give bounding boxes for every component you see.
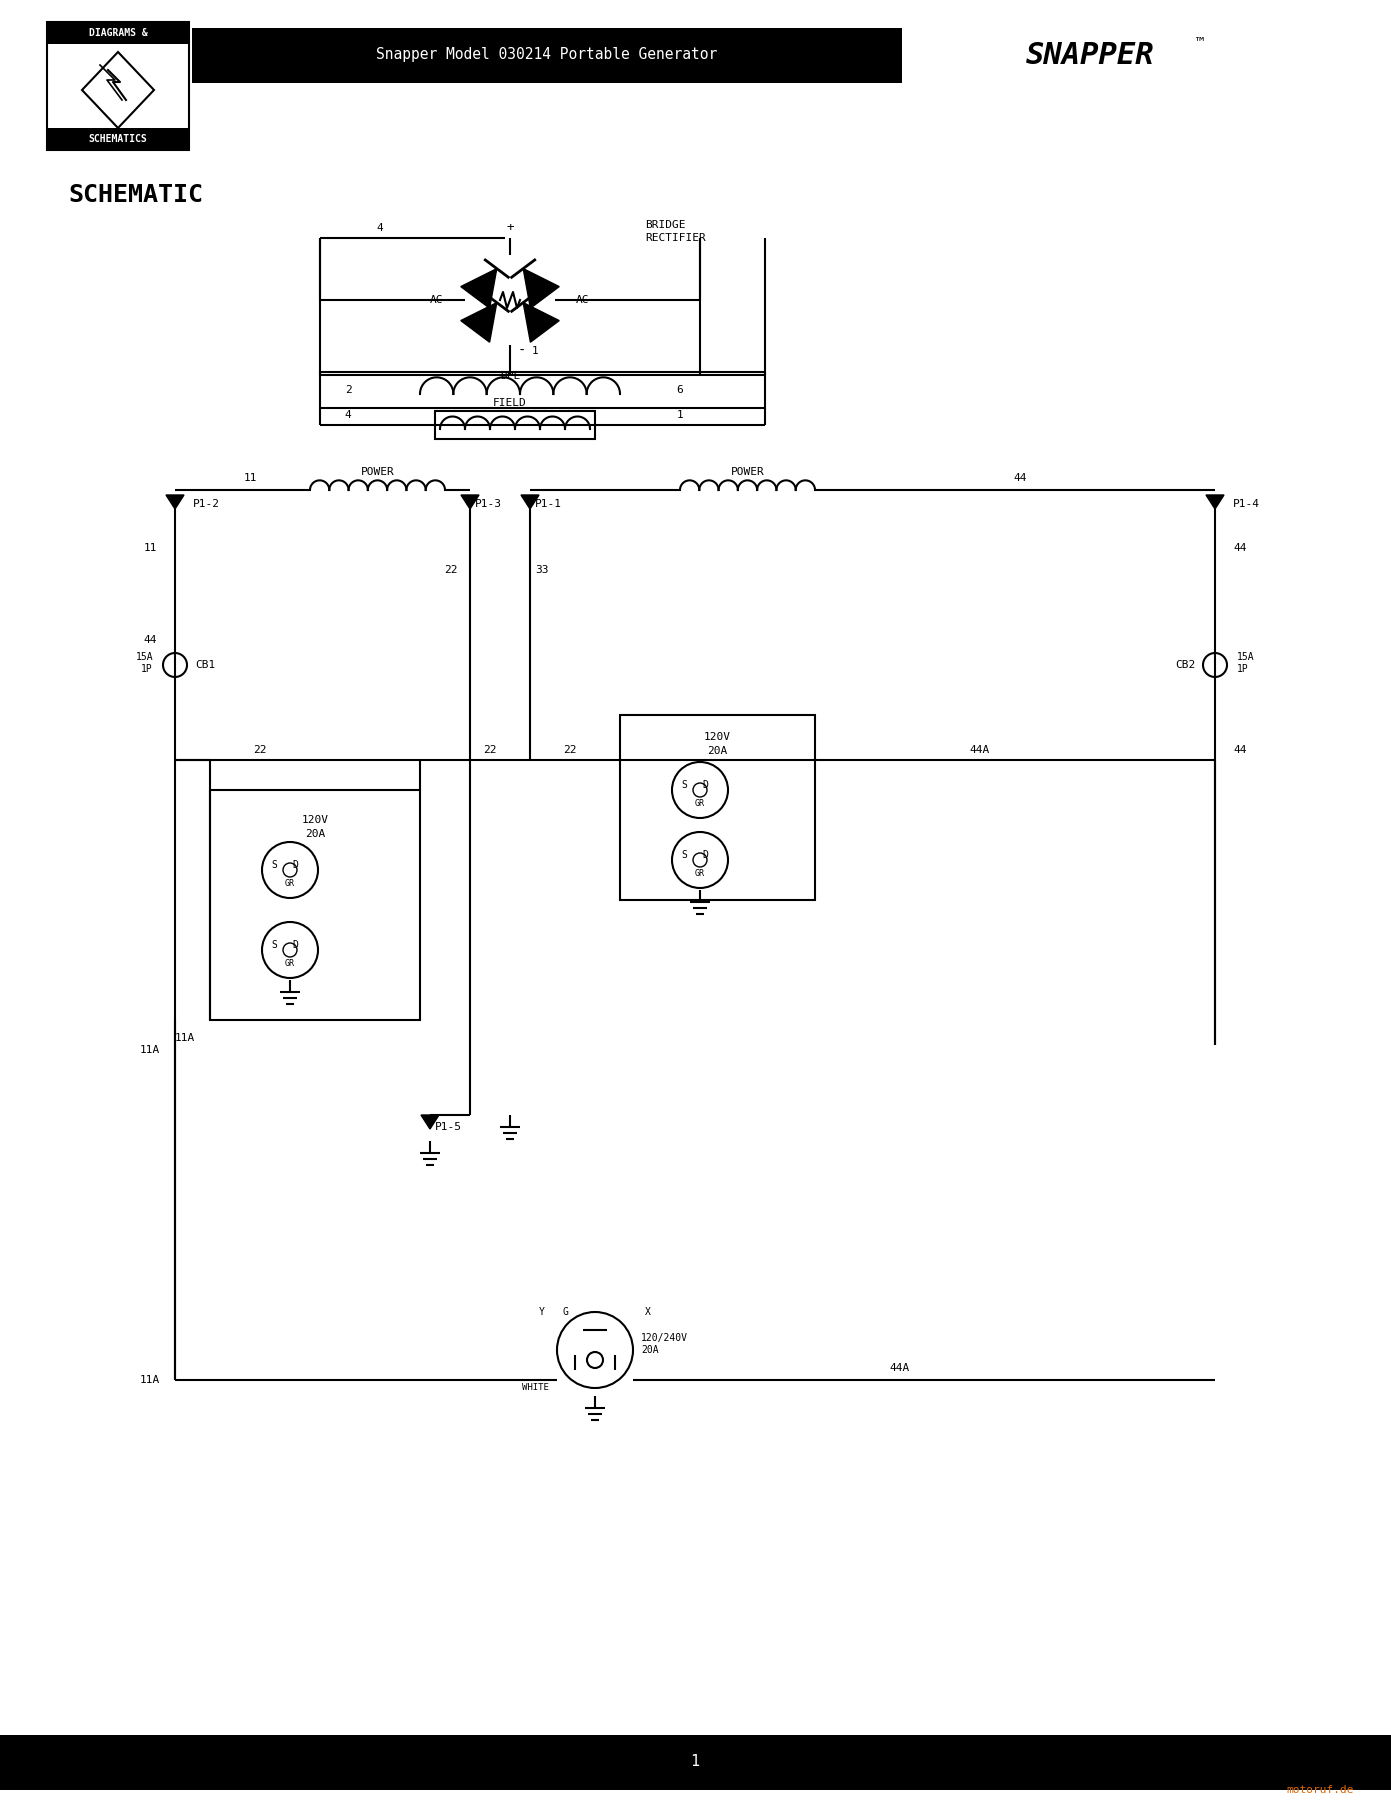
Text: CB1: CB1 <box>195 661 216 670</box>
Text: DPE: DPE <box>499 371 520 382</box>
Text: GR: GR <box>696 869 705 878</box>
Text: ™: ™ <box>1196 34 1205 49</box>
Text: SNAPPER: SNAPPER <box>1025 40 1155 70</box>
Text: D: D <box>702 779 708 790</box>
Text: FIELD: FIELD <box>494 398 527 409</box>
Text: 4: 4 <box>345 410 352 419</box>
Text: GR: GR <box>696 799 705 808</box>
Bar <box>192 29 901 83</box>
Polygon shape <box>460 495 479 509</box>
Text: SCHEMATIC: SCHEMATIC <box>68 184 203 207</box>
Text: 44: 44 <box>1232 544 1246 553</box>
Text: D: D <box>702 850 708 860</box>
Text: P1-2: P1-2 <box>193 499 220 509</box>
Polygon shape <box>523 302 559 342</box>
Text: 44: 44 <box>143 635 157 644</box>
Text: CB2: CB2 <box>1175 661 1195 670</box>
Text: 44A: 44A <box>890 1363 910 1373</box>
Text: 1: 1 <box>690 1755 700 1769</box>
Bar <box>210 790 420 1021</box>
Text: 20A: 20A <box>641 1345 658 1355</box>
Text: 1: 1 <box>676 410 683 419</box>
Text: 22: 22 <box>445 565 458 574</box>
Text: motoruf.de: motoruf.de <box>1287 1786 1353 1795</box>
Polygon shape <box>82 52 154 128</box>
Text: 22: 22 <box>253 745 267 754</box>
Text: S: S <box>271 940 277 950</box>
Bar <box>47 128 189 149</box>
Text: 120V: 120V <box>704 733 730 742</box>
Text: AC: AC <box>430 295 444 304</box>
Text: SCHEMATICS: SCHEMATICS <box>89 133 147 144</box>
Text: G: G <box>562 1307 568 1318</box>
Text: POWER: POWER <box>362 466 395 477</box>
Polygon shape <box>421 1114 440 1129</box>
Text: 44: 44 <box>1232 745 1246 754</box>
Text: 1P: 1P <box>142 664 153 673</box>
Text: 11: 11 <box>143 544 157 553</box>
Text: 11A: 11A <box>139 1046 160 1055</box>
Polygon shape <box>460 302 497 342</box>
Text: 33: 33 <box>536 565 548 574</box>
Polygon shape <box>522 495 538 509</box>
Text: P1-3: P1-3 <box>474 499 502 509</box>
Text: D: D <box>292 940 298 950</box>
Text: 2: 2 <box>345 385 352 394</box>
Text: X: X <box>645 1307 651 1318</box>
Text: P1-1: P1-1 <box>536 499 562 509</box>
Text: 20A: 20A <box>707 745 727 756</box>
Text: 120V: 120V <box>302 815 328 824</box>
Text: 1P: 1P <box>1237 664 1249 673</box>
Text: 11: 11 <box>243 473 257 482</box>
Text: -: - <box>517 344 526 358</box>
Text: BRIDGE: BRIDGE <box>645 220 686 230</box>
Text: 22: 22 <box>563 745 577 754</box>
Text: RECTIFIER: RECTIFIER <box>645 232 705 243</box>
Polygon shape <box>523 268 559 308</box>
Text: WHITE: WHITE <box>522 1384 549 1393</box>
Bar <box>620 715 815 900</box>
Bar <box>47 22 189 149</box>
Polygon shape <box>1206 495 1224 509</box>
Bar <box>0 1735 1391 1789</box>
Text: 1: 1 <box>531 346 538 356</box>
Text: 44A: 44A <box>970 745 990 754</box>
Bar <box>47 22 189 43</box>
Polygon shape <box>166 495 184 509</box>
Text: POWER: POWER <box>732 466 765 477</box>
Text: GR: GR <box>285 880 295 889</box>
Text: +: + <box>506 221 513 234</box>
Text: P1-5: P1-5 <box>435 1121 462 1132</box>
Text: Y: Y <box>540 1307 545 1318</box>
Text: Snapper Model 030214 Portable Generator: Snapper Model 030214 Portable Generator <box>377 47 718 63</box>
Text: S: S <box>682 850 687 860</box>
Text: 15A: 15A <box>135 652 153 662</box>
Bar <box>435 410 595 439</box>
Text: 4: 4 <box>377 223 384 232</box>
Text: GR: GR <box>285 959 295 968</box>
Bar <box>320 373 765 409</box>
Text: P1-4: P1-4 <box>1232 499 1260 509</box>
Text: AC: AC <box>576 295 590 304</box>
Text: DIAGRAMS &: DIAGRAMS & <box>89 29 147 38</box>
Text: 20A: 20A <box>305 830 325 839</box>
Text: 22: 22 <box>483 745 497 754</box>
Text: 44: 44 <box>1013 473 1027 482</box>
Text: 120/240V: 120/240V <box>641 1334 689 1343</box>
Text: S: S <box>682 779 687 790</box>
Text: S: S <box>271 860 277 869</box>
Text: 15A: 15A <box>1237 652 1255 662</box>
Text: 11A: 11A <box>139 1375 160 1384</box>
Text: D: D <box>292 860 298 869</box>
Text: 11A: 11A <box>175 1033 195 1042</box>
Text: 6: 6 <box>676 385 683 394</box>
Polygon shape <box>460 268 497 308</box>
